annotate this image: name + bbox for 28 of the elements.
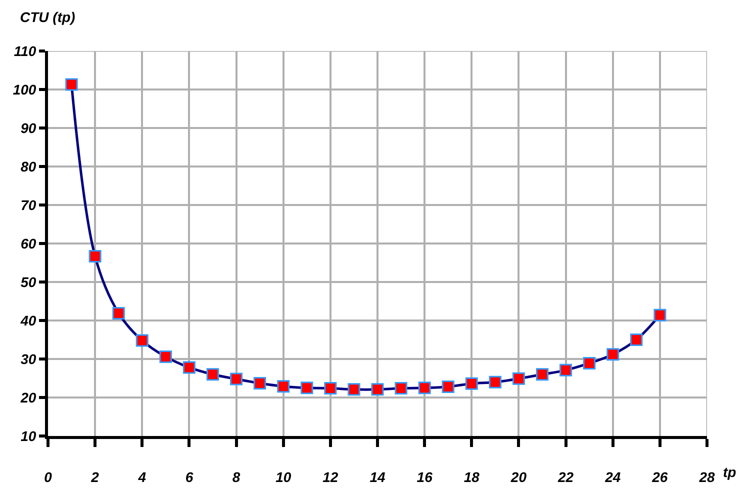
x-tick-label: 26: [651, 468, 668, 485]
y-tick-label: 90: [20, 120, 36, 136]
y-tick-label: 10: [20, 428, 36, 444]
x-axis-title: tp: [723, 464, 737, 480]
x-tick-label: 10: [276, 468, 292, 485]
y-tick-label: 50: [20, 274, 36, 290]
y-tick-label: 80: [20, 158, 36, 174]
y-tick-label: 110: [14, 42, 36, 59]
x-tick-label: 24: [604, 468, 621, 485]
x-tick-label: 0: [44, 468, 52, 485]
y-tick-label: 70: [20, 196, 36, 213]
x-tick-label: 8: [232, 468, 240, 485]
y-tick-label: 30: [20, 350, 36, 367]
x-tick-label: 18: [464, 468, 480, 485]
x-tick-label: 6: [185, 468, 194, 485]
y-tick-label: 40: [20, 312, 36, 328]
x-tick-label: 4: [137, 468, 146, 485]
x-tick-label: 14: [370, 468, 386, 485]
y-tick-label: 60: [20, 235, 36, 252]
x-tick-label: 22: [557, 468, 574, 485]
y-tick-label: 20: [20, 389, 36, 406]
x-tick-label: 12: [322, 468, 338, 485]
y-axis-title: CTU (tp): [20, 9, 76, 25]
x-tick-label: 20: [510, 468, 527, 485]
y-tick-label: 100: [12, 81, 36, 98]
x-tick-label: 16: [416, 468, 433, 485]
x-tick-label: 2: [90, 468, 100, 485]
x-tick-label: 28: [698, 468, 715, 485]
